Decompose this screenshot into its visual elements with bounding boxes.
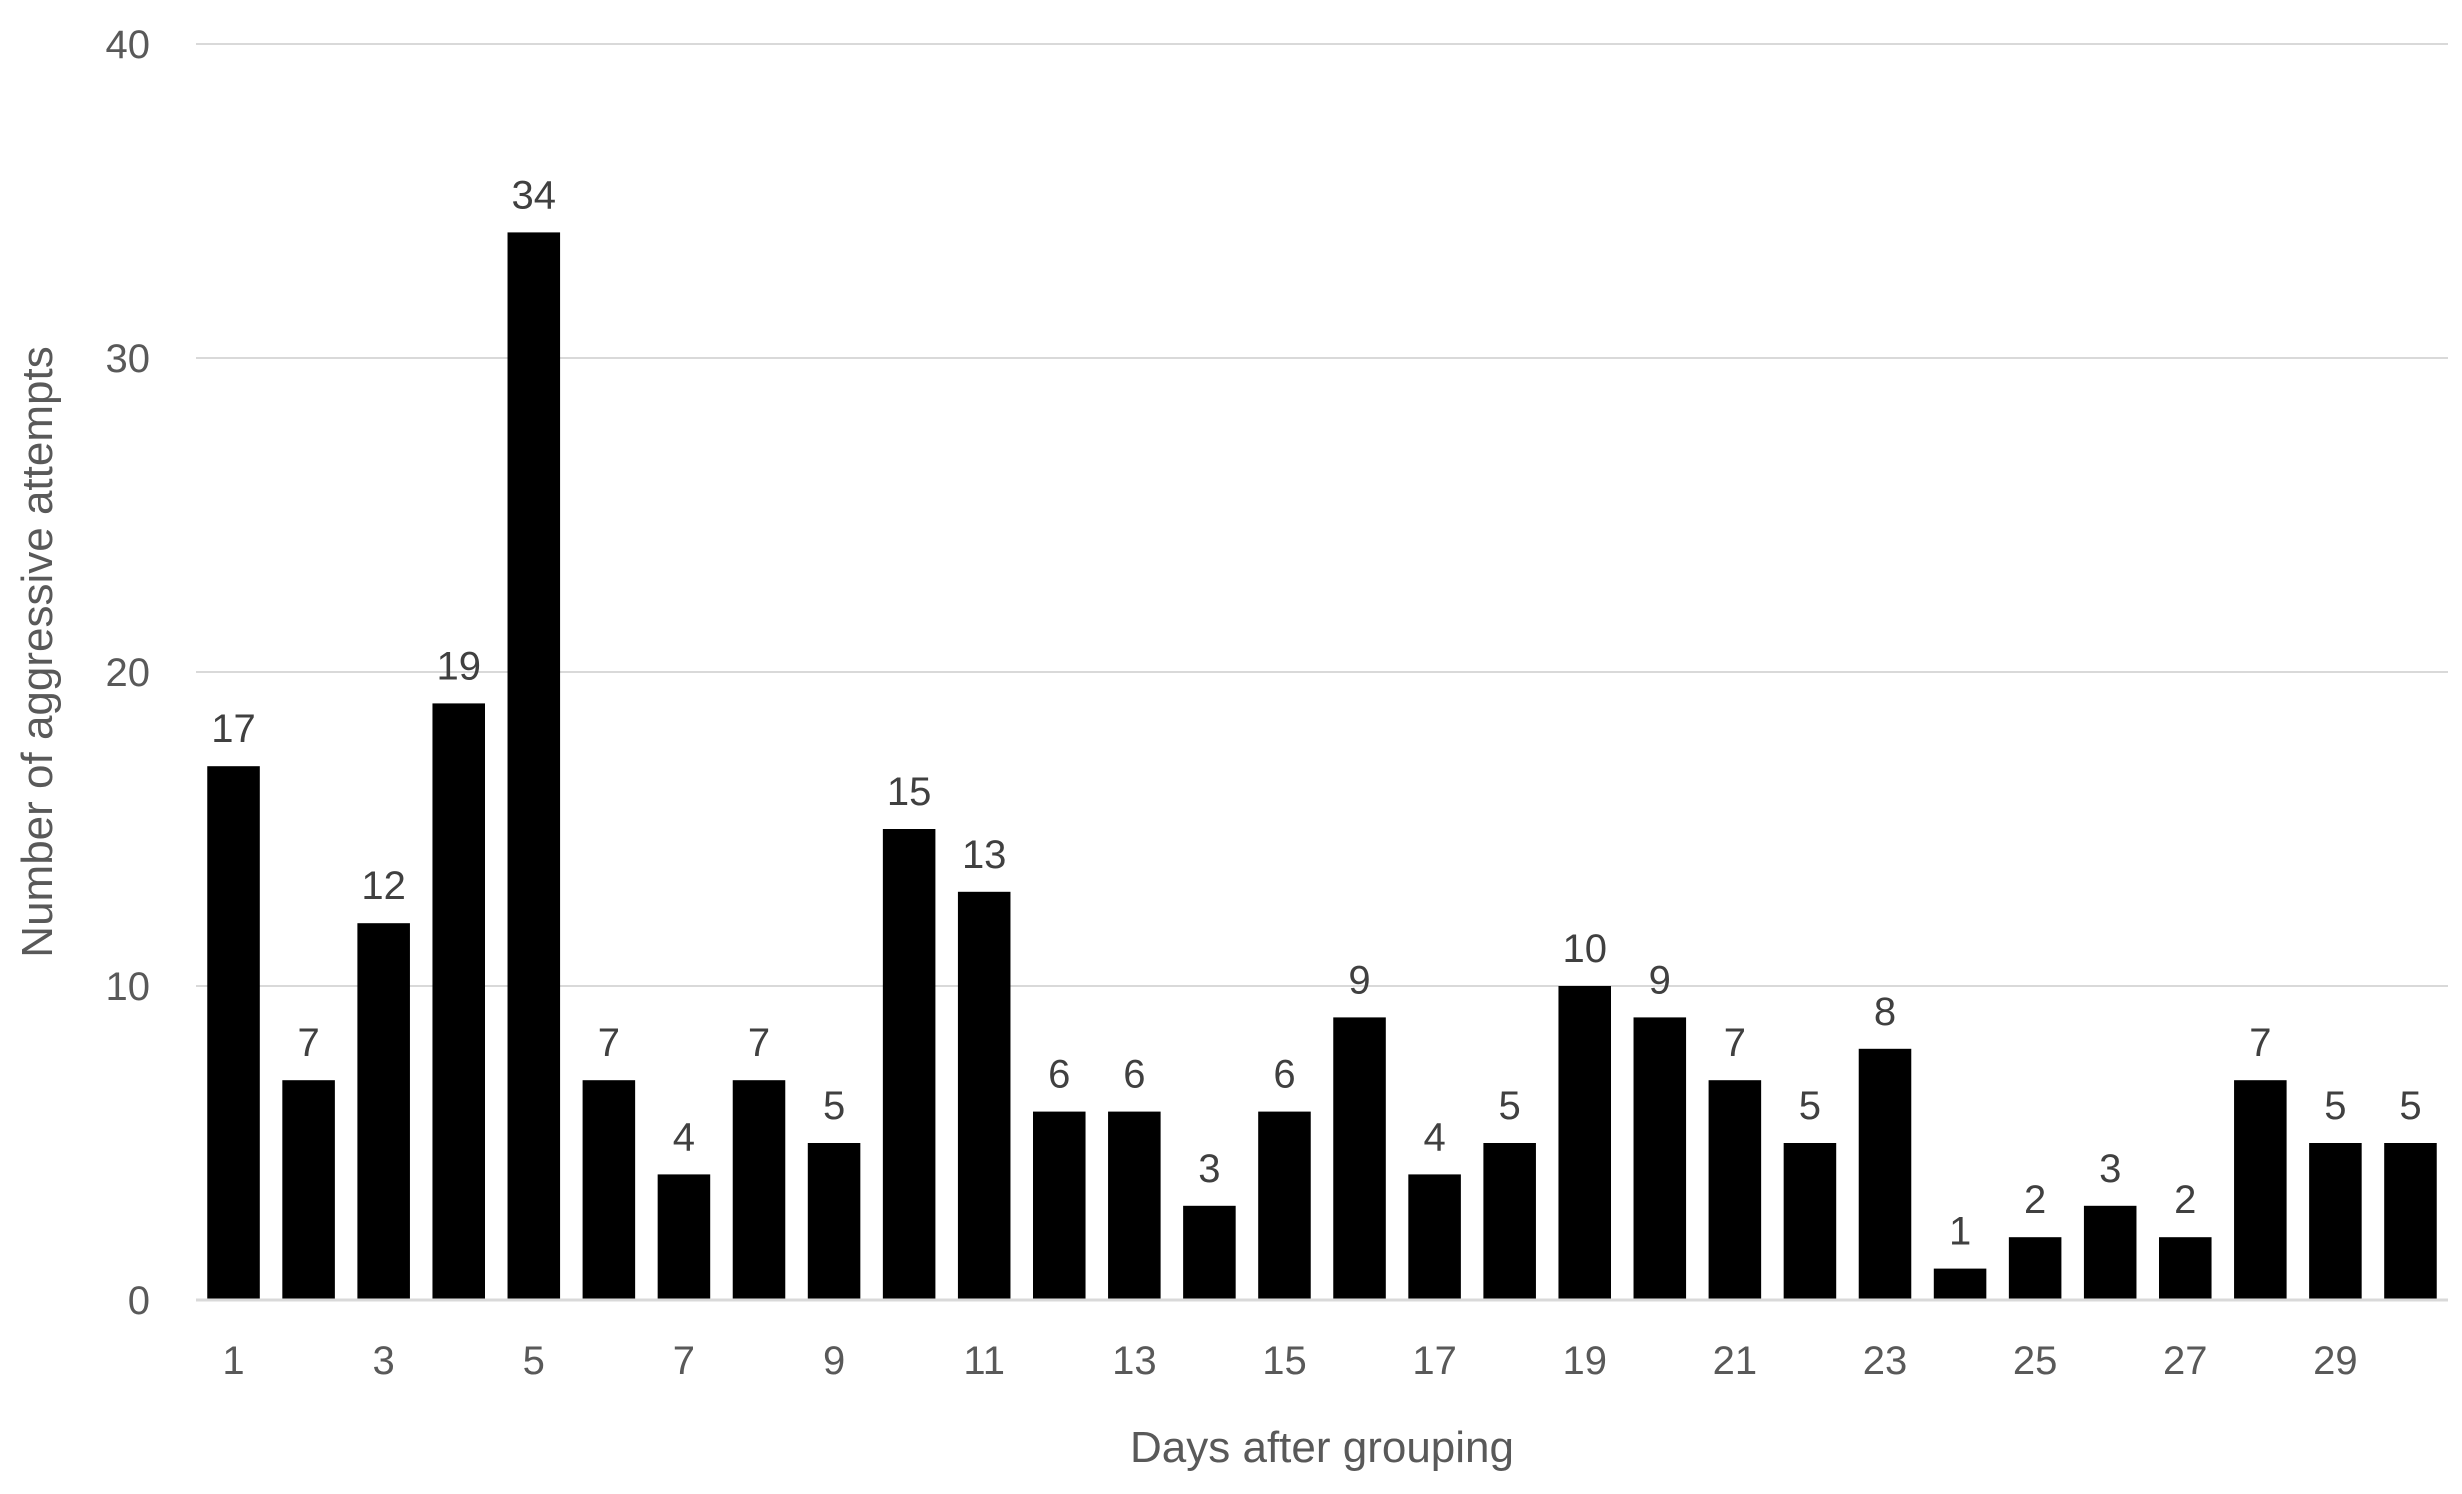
x-tick-label: 7 bbox=[673, 1339, 695, 1383]
x-tick-label: 17 bbox=[1412, 1339, 1457, 1383]
data-label: 13 bbox=[962, 833, 1007, 877]
data-label: 5 bbox=[1799, 1084, 1821, 1128]
bar-day-17 bbox=[1408, 1174, 1461, 1300]
data-label: 7 bbox=[1724, 1021, 1746, 1065]
data-label: 9 bbox=[1348, 958, 1370, 1002]
data-label: 19 bbox=[436, 644, 481, 688]
data-label: 5 bbox=[2399, 1084, 2421, 1128]
data-label: 12 bbox=[361, 864, 406, 908]
x-axis-ticks: 1 3 5 7 9 11 13 15 17 19 21 23 25 27 29 bbox=[222, 1339, 2357, 1383]
x-tick-label: 19 bbox=[1562, 1339, 1607, 1383]
bar-day-20 bbox=[1633, 1017, 1687, 1300]
x-tick-label: 5 bbox=[523, 1339, 545, 1383]
bar-day-5 bbox=[507, 232, 561, 1300]
x-tick-label: 13 bbox=[1112, 1339, 1157, 1383]
bar-day-18 bbox=[1483, 1143, 1536, 1300]
data-label: 4 bbox=[1423, 1115, 1445, 1159]
bar-day-26 bbox=[2083, 1205, 2137, 1300]
bar-day-3 bbox=[357, 923, 410, 1300]
bar-day-19 bbox=[1558, 986, 1612, 1300]
bar-day-11 bbox=[957, 891, 1011, 1300]
bar-day-9 bbox=[807, 1143, 861, 1300]
bar-day-24 bbox=[1933, 1268, 1987, 1300]
bar-day-12 bbox=[1032, 1111, 1086, 1300]
bar-day-27 bbox=[2158, 1237, 2212, 1300]
y-axis-title: Number of aggressive attempts bbox=[13, 346, 62, 957]
data-label: 7 bbox=[598, 1021, 620, 1065]
x-tick-label: 3 bbox=[373, 1339, 395, 1383]
x-axis-title: Days after grouping bbox=[1130, 1423, 1514, 1472]
y-tick-label: 20 bbox=[106, 651, 151, 695]
data-label: 34 bbox=[512, 173, 557, 217]
data-label: 7 bbox=[2249, 1021, 2271, 1065]
data-label: 9 bbox=[1649, 958, 1671, 1002]
data-label: 2 bbox=[2174, 1178, 2196, 1222]
data-label: 5 bbox=[823, 1084, 845, 1128]
data-label: 4 bbox=[673, 1115, 695, 1159]
y-axis-ticks: 0 10 20 30 40 bbox=[106, 23, 151, 1323]
data-label: 15 bbox=[887, 770, 932, 814]
y-tick-label: 40 bbox=[106, 23, 151, 67]
x-tick-label: 11 bbox=[963, 1339, 1005, 1383]
x-tick-label: 9 bbox=[823, 1339, 845, 1383]
data-label: 6 bbox=[1273, 1053, 1295, 1097]
bar-day-14 bbox=[1183, 1205, 1236, 1300]
data-label: 6 bbox=[1123, 1053, 1145, 1097]
data-label: 3 bbox=[2099, 1147, 2121, 1191]
x-tick-label: 15 bbox=[1262, 1339, 1307, 1383]
data-label: 5 bbox=[2324, 1084, 2346, 1128]
bar-day-13 bbox=[1108, 1111, 1161, 1300]
bar-day-6 bbox=[582, 1080, 636, 1300]
bar-day-23 bbox=[1858, 1048, 1912, 1300]
bar-day-16 bbox=[1333, 1017, 1386, 1300]
gridlines bbox=[196, 43, 2448, 987]
bar-day-21 bbox=[1708, 1080, 1762, 1300]
bar-day-1 bbox=[207, 766, 260, 1300]
y-tick-label: 0 bbox=[128, 1279, 150, 1323]
data-label: 7 bbox=[297, 1021, 319, 1065]
bar-day-15 bbox=[1258, 1111, 1311, 1300]
data-label: 10 bbox=[1562, 927, 1607, 971]
bar-day-30 bbox=[2384, 1143, 2437, 1300]
bar-day-10 bbox=[882, 829, 936, 1300]
x-tick-label: 25 bbox=[2013, 1339, 2058, 1383]
data-label: 3 bbox=[1198, 1147, 1220, 1191]
data-label: 17 bbox=[211, 707, 256, 751]
data-label: 6 bbox=[1048, 1053, 1070, 1097]
y-tick-label: 30 bbox=[106, 337, 151, 381]
x-tick-label: 21 bbox=[1713, 1339, 1758, 1383]
data-label: 5 bbox=[1499, 1084, 1521, 1128]
y-tick-label: 10 bbox=[106, 965, 151, 1009]
data-label: 7 bbox=[748, 1021, 770, 1065]
bar-day-2 bbox=[282, 1080, 335, 1300]
data-label: 8 bbox=[1874, 990, 1896, 1034]
bar-day-25 bbox=[2008, 1237, 2062, 1300]
bar-day-22 bbox=[1783, 1143, 1837, 1300]
bar-day-28 bbox=[2234, 1080, 2287, 1300]
bar-day-4 bbox=[432, 703, 486, 1300]
bar-day-29 bbox=[2309, 1143, 2362, 1300]
bar-day-7 bbox=[657, 1174, 711, 1300]
x-tick-label: 23 bbox=[1863, 1339, 1908, 1383]
bars bbox=[207, 232, 2437, 1300]
bar-day-8 bbox=[732, 1080, 786, 1300]
data-label: 1 bbox=[1949, 1210, 1971, 1254]
x-tick-label: 1 bbox=[222, 1339, 244, 1383]
x-tick-label: 29 bbox=[2313, 1339, 2358, 1383]
data-label: 2 bbox=[2024, 1178, 2046, 1222]
x-tick-label: 27 bbox=[2163, 1339, 2208, 1383]
